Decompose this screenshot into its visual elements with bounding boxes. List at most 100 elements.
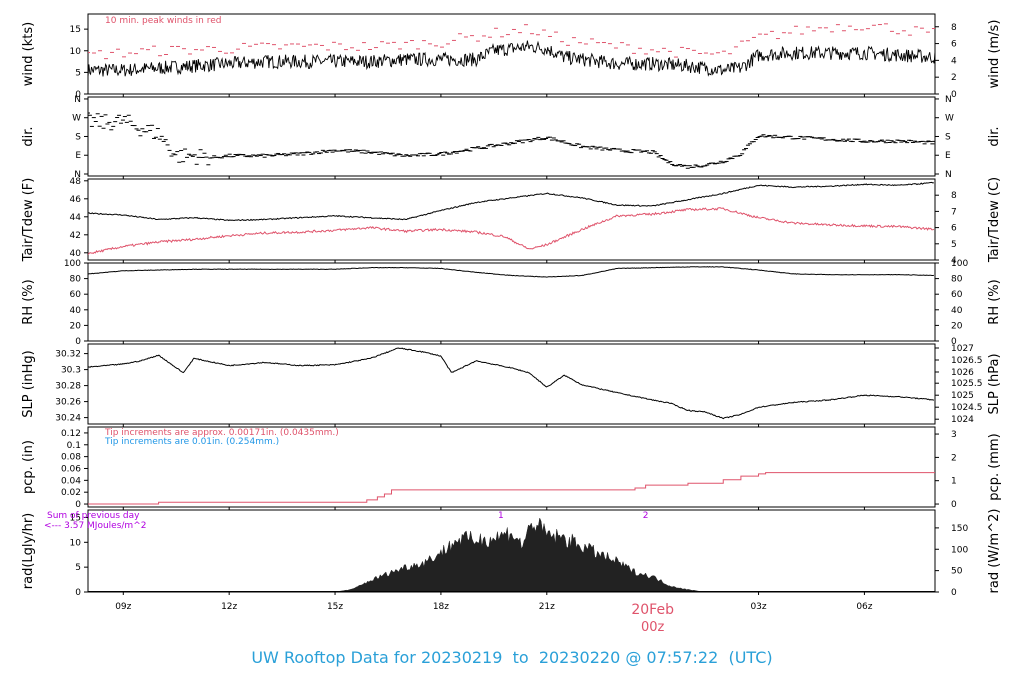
series-2-1 [88,112,935,169]
left-tick-label: S [75,132,81,142]
left-tick-label: 15 [70,513,81,523]
left-tick-label: 80 [70,275,82,285]
tip-note-2: Tip increments are 0.01in. (0.254mm.) [104,437,279,447]
left-tick-label: 40 [70,249,82,259]
left-tick-label: 46 [70,195,82,205]
x-tick-label: 18z [433,602,449,612]
right-tick-label: 150 [951,524,968,534]
footer-prefix: UW Rooftop Data for [251,648,421,667]
right-tick-label: W [945,114,954,124]
left-tick-label: 20 [70,321,82,331]
left-tick-label: 0.06 [61,464,81,474]
right-tick-label: S [945,132,951,142]
y-axis-label-right: Tair/Tdew (C) [987,177,1002,263]
y-axis-label-right: dir. [987,126,1002,146]
y-axis-label: wind (kts) [21,22,36,86]
panel-4: 0 20 40 60 80 100 0 20 40 60 80 100 RH (%) RH (%) [21,259,1002,347]
panel-frame [87,426,936,508]
left-tick-label: 0.1 [67,441,81,451]
left-tick-label: 0.02 [61,488,81,498]
right-tick-label: 6 [951,40,957,50]
y-axis-label: dir. [21,126,36,146]
right-tick-label: 1024.5 [951,403,983,413]
series-3-2 [88,207,935,256]
series-7-1 [334,517,706,592]
series-6-1 [88,472,935,505]
y-axis-label: pcp. (in) [21,440,36,494]
right-tick-label: 0 [951,500,957,510]
y-axis-label: RH (%) [21,279,36,324]
date-label: 20Feb [631,602,674,618]
right-tick-label: 2 [951,453,957,463]
left-tick-label: 0 [75,500,81,510]
right-tick-label: 1 [951,477,957,487]
right-tick-label: 1024 [951,415,974,425]
left-tick-label: 10 [70,538,82,548]
series-5-1 [88,347,935,420]
rad-sum-note-2: <--- 3.57 MJoules/m^2 [44,521,146,531]
right-tick-label: E [945,151,951,161]
footer-end-date: 20230220 [538,648,621,667]
y-axis-label-right: wind (m/s) [987,20,1002,89]
right-tick-label: 8 [951,191,957,201]
x-tick-label: 21z [539,602,555,612]
right-tick-label: 2 [951,73,957,83]
right-tick-label: 100 [951,545,968,555]
panel-frame [87,13,936,95]
left-tick-label: 30.26 [55,398,81,408]
left-tick-label: E [75,151,81,161]
panel-1: 0 5 10 15 0 2 4 6 8 wind (kts) wind (m/s) 10 min. p… [21,13,1002,100]
footer-time: @ 07:57:22 [620,648,719,667]
x-axis: 09z 12z 15z 18z 21z 03z 06z 20Feb 00z [115,602,873,635]
left-tick-label: 0 [75,588,81,598]
right-tick-label: 1027 [951,344,974,354]
right-tick-label: 0 [951,588,957,598]
left-tick-label: 30.3 [61,366,81,376]
left-tick-label: N [74,170,81,180]
left-tick-label: 0 [75,337,81,347]
y-axis-label-right: SLP (hPa) [987,353,1002,414]
x-tick-label: 03z [750,602,766,612]
y-axis-label-right: rad (W/m^2) [987,509,1002,594]
left-tick-label: 0.12 [61,429,81,439]
left-tick-label: 0.08 [61,453,81,463]
panel-3: 40 42 44 46 48 4 5 6 7 8 Tair/Tdew (F) Tair/Tdew (C… [21,177,1002,266]
footer-title: UW Rooftop Data for 20230219 to 20230220… [0,648,1024,667]
panel-frame [87,262,936,342]
left-tick-label: 10 [70,47,82,57]
left-tick-label: 30.24 [55,414,81,424]
right-tick-label: 100 [951,259,968,269]
x-tick-label: 15z [327,602,343,612]
rad-sum-note-1: Sum of previous day [47,511,140,521]
left-tick-label: 100 [64,259,81,269]
tip-note-1: Tip increments are approx. 0.00171in. (0… [104,428,339,438]
panel-frame [87,178,936,261]
right-tick-label: 40 [951,306,963,316]
left-tick-label: 0.04 [61,476,81,486]
y-axis-label-right: RH (%) [987,279,1002,324]
right-tick-label: 20 [951,321,963,331]
left-tick-label: 44 [70,213,82,223]
series-4-1 [88,266,934,278]
x-tick-label: 09z [115,602,131,612]
left-tick-label: 30.32 [55,350,81,360]
right-tick-label: 0 [951,337,957,347]
y-axis-label-right: pcp. (mm) [987,433,1002,500]
panel-frame [87,343,936,425]
right-tick-label: 5 [951,240,957,250]
footer-separator: to [502,648,539,667]
series-3-1 [88,181,935,222]
left-tick-label: 30.28 [55,382,81,392]
y-axis-label: Tair/Tdew (F) [21,178,36,263]
right-tick-label: 60 [951,290,963,300]
left-tick-label: 15 [70,25,81,35]
panel-6: 0 0.02 0.04 0.060.08 0.1 0.12 0 1 2 3 pcp. (in) pcp… [21,426,1002,510]
right-tick-label: 50 [951,567,963,577]
right-tick-label: 7 [951,207,957,217]
x-tick-label: 06z [856,602,872,612]
right-tick-label: 0 [951,90,957,100]
left-tick-label: 0 [75,90,81,100]
panel-annotation: 10 min. peak winds in red [105,16,222,26]
